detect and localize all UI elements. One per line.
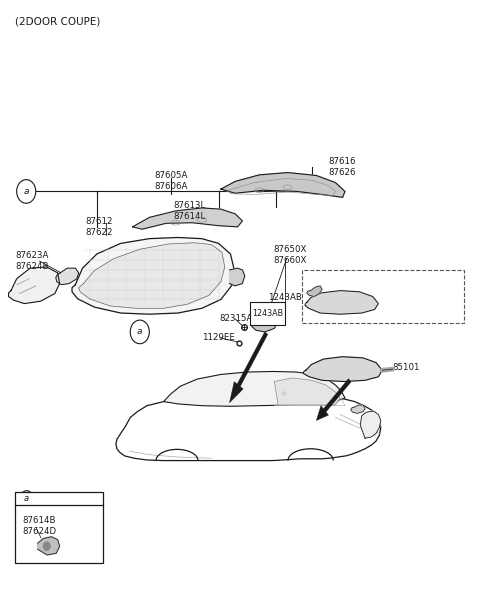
- Text: (W/ECM TYPE): (W/ECM TYPE): [317, 275, 378, 283]
- Text: 1243AB: 1243AB: [252, 309, 283, 318]
- Polygon shape: [164, 371, 345, 406]
- Polygon shape: [56, 268, 79, 285]
- Text: 82315A: 82315A: [219, 314, 252, 323]
- Polygon shape: [252, 311, 278, 332]
- Polygon shape: [221, 173, 345, 197]
- Text: (2DOOR COUPE): (2DOOR COUPE): [15, 16, 100, 26]
- Polygon shape: [229, 332, 268, 403]
- Polygon shape: [275, 378, 340, 405]
- Polygon shape: [37, 537, 60, 555]
- Text: 87623A
87624B: 87623A 87624B: [16, 251, 49, 271]
- Text: 87613L
87614L: 87613L 87614L: [173, 201, 205, 221]
- Polygon shape: [307, 286, 322, 296]
- Text: 1129EE: 1129EE: [202, 333, 235, 342]
- Polygon shape: [316, 379, 351, 420]
- Text: a: a: [137, 327, 143, 336]
- Text: 87612
87622: 87612 87622: [85, 217, 112, 237]
- Text: 1243AB: 1243AB: [268, 292, 301, 302]
- Text: 85131: 85131: [390, 279, 418, 288]
- Polygon shape: [79, 243, 225, 308]
- FancyBboxPatch shape: [15, 492, 103, 563]
- Polygon shape: [116, 393, 381, 461]
- Polygon shape: [229, 268, 245, 286]
- Text: ®: ®: [280, 393, 286, 398]
- Polygon shape: [303, 357, 382, 381]
- Text: a: a: [24, 495, 29, 503]
- Polygon shape: [351, 405, 365, 413]
- Polygon shape: [305, 291, 378, 314]
- Polygon shape: [72, 237, 234, 314]
- Text: 85101: 85101: [393, 293, 420, 302]
- Polygon shape: [9, 267, 60, 304]
- Text: 87605A
87606A: 87605A 87606A: [154, 171, 188, 192]
- FancyBboxPatch shape: [302, 270, 464, 323]
- Text: 87650X
87660X: 87650X 87660X: [274, 245, 307, 265]
- Polygon shape: [132, 208, 242, 229]
- FancyBboxPatch shape: [251, 302, 285, 325]
- Text: a: a: [24, 187, 29, 196]
- Polygon shape: [360, 411, 381, 438]
- Text: 87614B
87624D: 87614B 87624D: [22, 516, 56, 536]
- Circle shape: [43, 542, 50, 550]
- Text: 87616
87626: 87616 87626: [328, 157, 356, 177]
- Text: 85101: 85101: [393, 363, 420, 372]
